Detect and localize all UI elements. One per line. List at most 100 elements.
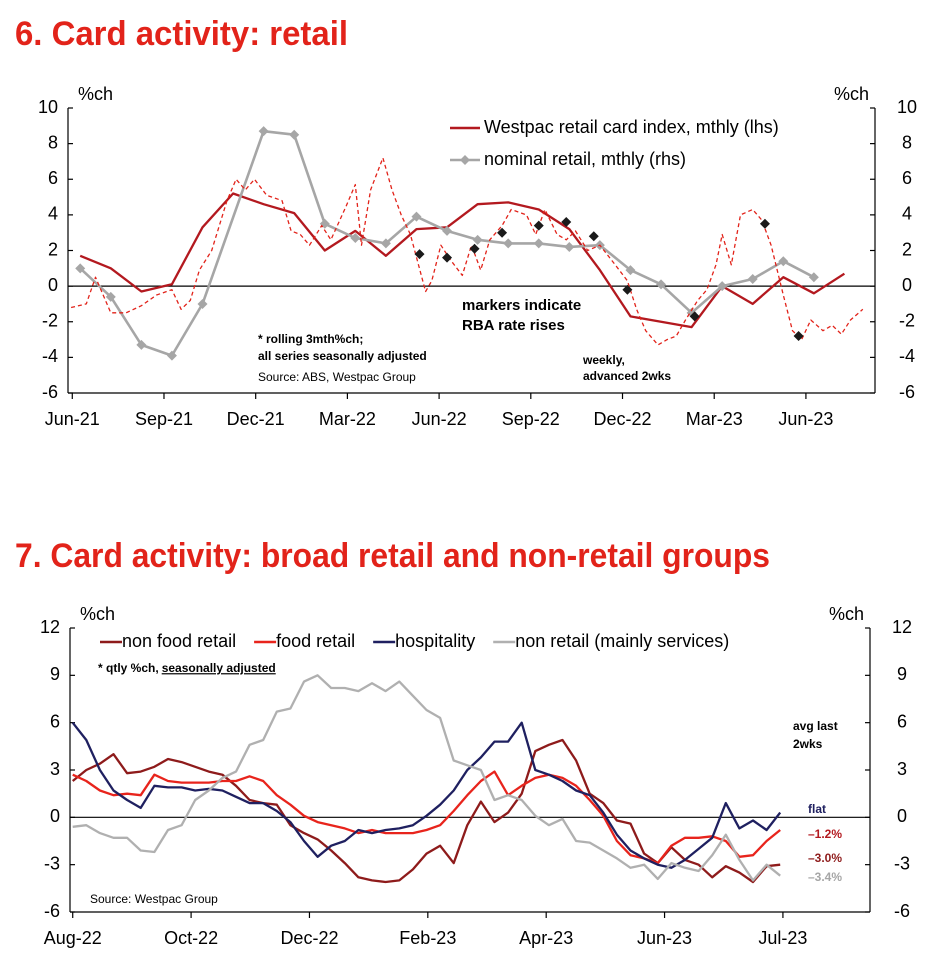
point-marker: [75, 263, 86, 274]
annotation: * rolling 3mth%ch;: [258, 332, 363, 346]
x-tick-label: Jun-22: [412, 409, 467, 429]
x-tick-label: Jun-23: [637, 928, 692, 948]
point-marker: [472, 234, 483, 245]
legend-label: non retail (mainly services): [515, 631, 729, 651]
annotation: * qtly %ch,: [98, 661, 159, 675]
legend-label: nominal retail, mthly (rhs): [484, 149, 686, 169]
x-tick-label: Dec-22: [280, 928, 338, 948]
y-tick-label: 12: [40, 617, 60, 637]
y2-tick-label: 0: [897, 806, 907, 826]
x-tick-label: Mar-22: [319, 409, 376, 429]
annotation: –3.0%: [808, 851, 842, 865]
series-line: [71, 721, 782, 869]
chart: 6. Card activity: retail %ch %ch -6 -4 -2 0 2 4 6…: [15, 15, 917, 429]
x-tick-label: Oct-22: [164, 928, 218, 948]
point-marker: [497, 227, 508, 238]
y2-tick-label: 10: [897, 97, 917, 117]
point-marker: [625, 265, 636, 276]
legend-label: food retail: [276, 631, 355, 651]
annotation: seasonally adjusted: [162, 661, 276, 675]
point-marker: [136, 339, 147, 350]
annotation: markers indicate: [462, 297, 581, 314]
y2-tick-label: 6: [902, 168, 912, 188]
annotation: weekly,: [582, 353, 625, 367]
point-marker: [258, 126, 269, 137]
point-marker: [442, 225, 453, 236]
point-marker: [747, 274, 758, 284]
y-tick-label: -3: [44, 853, 60, 873]
annotation: Source: Westpac Group: [90, 892, 218, 906]
x-tick-label: Dec-22: [593, 409, 651, 429]
x-tick-label: Jul-23: [758, 928, 807, 948]
point-marker: [759, 218, 770, 229]
point-marker: [561, 217, 572, 227]
chart: 7. Card activity: broad retail and non-r…: [15, 537, 912, 948]
annotation: RBA rate rises: [462, 317, 565, 334]
annotation: 2wks: [793, 737, 823, 751]
point-marker: [533, 238, 544, 249]
x-tick-label: Apr-23: [519, 928, 573, 948]
x-tick-label: Feb-23: [399, 928, 456, 948]
y2-tick-label: 12: [892, 617, 912, 637]
point-marker: [564, 241, 575, 252]
annotation: –3.4%: [808, 870, 842, 884]
x-tick-label: Dec-21: [227, 409, 285, 429]
point-marker: [503, 238, 514, 249]
legend-marker: [460, 155, 470, 165]
y-tick-label: 2: [48, 239, 58, 259]
point-marker: [588, 231, 599, 242]
annotation: flat: [808, 802, 826, 816]
y2-tick-label: -3: [894, 853, 910, 873]
y2-tick-label: 4: [902, 204, 912, 224]
series-line: [79, 192, 846, 329]
y2-tick-label: -6: [894, 901, 910, 921]
y-tick-label: 4: [48, 204, 58, 224]
y-tick-label: -4: [42, 346, 58, 366]
y-tick-label: 8: [48, 132, 58, 152]
point-marker: [411, 211, 422, 222]
point-marker: [289, 129, 300, 140]
x-tick-label: Mar-23: [686, 409, 743, 429]
point-marker: [166, 350, 177, 361]
y-tick-label: 10: [38, 97, 58, 117]
point-marker: [197, 298, 208, 309]
y2-tick-label: 2: [902, 239, 912, 259]
y-tick-label: -6: [42, 382, 58, 402]
y2-tick-label: 8: [902, 132, 912, 152]
point-marker: [380, 238, 391, 249]
point-marker: [533, 220, 544, 231]
annotation: all series seasonally adjusted: [258, 349, 427, 363]
series-line: [70, 157, 864, 346]
legend-label: Westpac retail card index, mthly (lhs): [484, 117, 779, 137]
y2-axis-label: %ch: [829, 604, 864, 624]
y2-axis-label: %ch: [834, 84, 869, 104]
y-tick-label: 3: [50, 759, 60, 779]
point-marker: [414, 249, 425, 260]
x-tick-label: Aug-22: [44, 928, 102, 948]
y-tick-label: 9: [50, 664, 60, 684]
y2-tick-label: -4: [899, 346, 915, 366]
x-tick-label: Sep-22: [502, 409, 560, 429]
y2-tick-label: 0: [902, 275, 912, 295]
y2-tick-label: -6: [899, 382, 915, 402]
point-marker: [350, 233, 361, 244]
point-marker: [469, 243, 480, 254]
y2-tick-label: 9: [897, 664, 907, 684]
legend-label: non food retail: [122, 631, 236, 651]
point-marker: [656, 279, 667, 290]
annotation: –1.2%: [808, 827, 842, 841]
point-marker: [793, 331, 804, 341]
point-marker: [442, 252, 453, 263]
y-tick-label: 0: [48, 275, 58, 295]
chart-title: 6. Card activity: retail: [15, 15, 348, 53]
series-line: [72, 674, 781, 882]
point-marker: [105, 291, 116, 302]
y2-tick-label: -2: [899, 311, 915, 331]
y2-tick-label: 6: [897, 711, 907, 731]
series-line: [79, 129, 815, 357]
y-tick-label: 6: [50, 711, 60, 731]
y-tick-label: -6: [44, 901, 60, 921]
y-axis-label: %ch: [80, 604, 115, 624]
